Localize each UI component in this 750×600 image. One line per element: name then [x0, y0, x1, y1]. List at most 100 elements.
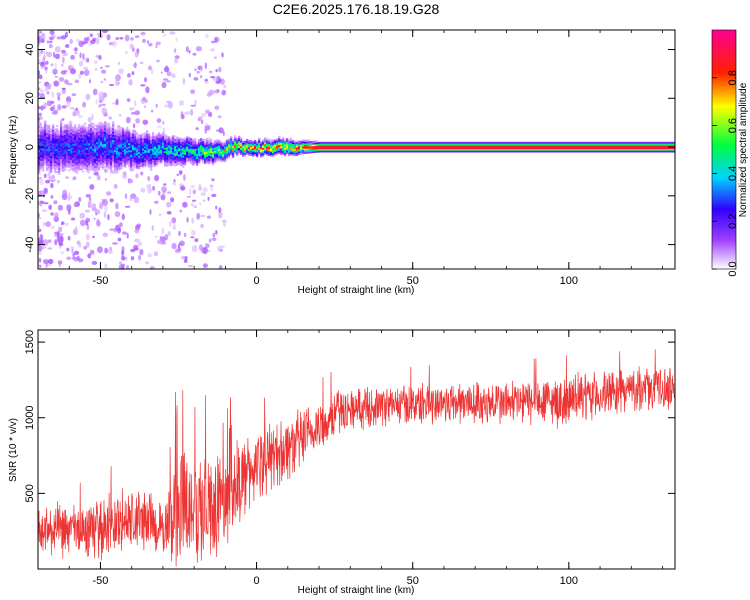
spectrogram-ridge-cell [300, 147, 303, 150]
spectrogram-noise-cell [204, 62, 208, 70]
spectrogram-ridge-cell [78, 139, 81, 142]
spectrogram-noise-cell [69, 38, 73, 45]
spectrogram-noise-cell [118, 113, 122, 117]
spectrogram-ridge-cell [134, 135, 137, 138]
spectrogram-noise-cell [101, 198, 108, 202]
spectrogram-ridge-cell [126, 157, 129, 160]
spectrogram-ridge-cell [302, 144, 305, 147]
spectrogram-ridge-cell [114, 136, 117, 139]
spectrogram-ridge-cell [528, 145, 531, 148]
spectrogram-ridge-cell [96, 143, 99, 146]
spectrogram-ridge-cell [396, 146, 399, 150]
spectrogram-ridge-cell [72, 152, 75, 155]
spectrogram-ridge-cell [222, 150, 225, 154]
spectrogram-ridge-cell [540, 150, 543, 153]
spectrogram-ridge-cell [70, 164, 73, 167]
spectrogram-noise-cell [54, 46, 61, 53]
spectrogram-noise-cell [196, 70, 200, 74]
spectrogram-ridge-cell [240, 139, 243, 142]
spectrogram-ridge-cell [54, 160, 57, 164]
spectrogram-ridge-cell [664, 141, 667, 144]
spectrogram-ridge-cell [56, 148, 59, 151]
spectrogram-ridge-cell [122, 134, 125, 137]
spectrogram-ridge-cell [580, 143, 583, 146]
spectrogram-ridge-cell [658, 146, 661, 150]
spectrogram-ridge-cell [252, 144, 255, 147]
spectrogram-ridge-cell [172, 135, 175, 138]
spectrogram-ridge-cell [414, 143, 417, 146]
spectrogram-ridge-cell [516, 143, 519, 146]
spectrogram-ridge-cell [40, 160, 43, 163]
spectrogram-ridge-cell [606, 143, 609, 146]
spectrogram-ridge-cell [402, 143, 405, 146]
spectrogram-noise-cell [188, 73, 191, 78]
spectrogram-ridge-cell [442, 146, 445, 150]
spectrogram-ridge-cell [110, 152, 113, 155]
spectrogram-ridge-cell [602, 143, 605, 146]
spectrogram-ridge-cell [86, 164, 89, 167]
spectrogram-ridge-cell [164, 140, 167, 143]
snr-series-line [38, 349, 675, 567]
spectrogram-noise-cell [38, 217, 42, 220]
spectrogram-ridge-cell [234, 147, 237, 150]
spectrogram-ridge-cell [424, 146, 427, 150]
spectrogram-ridge-cell [280, 142, 283, 145]
spectrogram-ridge-cell [94, 157, 97, 160]
spectrogram-ridge-cell [88, 146, 91, 149]
spectrogram-ridge-cell [596, 143, 599, 146]
spectrogram-ridge-cell [82, 162, 85, 165]
spectrogram-ridge-cell [278, 150, 281, 153]
spectrogram-ridge-cell [68, 140, 71, 143]
spectrogram-ridge-cell [542, 146, 545, 150]
spectrogram-ridge-cell [610, 143, 613, 146]
spectrogram-ridge-cell [108, 127, 111, 130]
spectrogram-ridge-cell [292, 152, 295, 155]
spectrogram-ridge-cell [286, 138, 289, 141]
spectrogram-ridge-cell [88, 136, 91, 139]
spectrogram-ridge-cell [40, 138, 43, 141]
spectrogram-ridge-cell [74, 139, 77, 143]
spectrogram-ridge-cell [98, 163, 101, 166]
spectrogram-ridge-cell [44, 136, 47, 139]
spectrogram-ridge-cell [132, 158, 135, 161]
spectrogram-noise-cell [60, 251, 65, 255]
spectrogram-ridge-cell [122, 165, 125, 168]
spectrogram-ridge-cell [384, 150, 387, 153]
spectrogram-noise-cell [167, 231, 171, 236]
spectrogram-noise-cell [56, 230, 61, 238]
snr-x-tick-label: 100 [560, 575, 578, 587]
spectrogram-ridge-cell [536, 143, 539, 146]
spectrogram-ridge-cell [440, 146, 443, 150]
spectrogram-ridge-cell [490, 145, 493, 148]
spectrogram-ridge-cell [232, 155, 235, 159]
spectrogram-ridge-cell [512, 146, 515, 150]
spectrogram-noise-cell [93, 217, 96, 220]
spectrogram-ridge-cell [102, 160, 105, 163]
spectrogram-noise-cell [162, 78, 169, 81]
spectrogram-ridge-cell [616, 146, 619, 150]
spectrogram-noise-cell [38, 251, 42, 256]
spectrogram-ridge-cell [130, 138, 133, 141]
spectrogram-ridge-cell [326, 150, 329, 153]
spectrogram-ridge-cell [402, 146, 405, 150]
spectrogram-ridge-cell [128, 146, 131, 149]
spectrogram-ridge-cell [328, 145, 331, 148]
spectrogram-noise-cell [178, 170, 183, 175]
spectrogram-ridge-cell [84, 126, 87, 129]
spectrogram-ridge-cell [88, 144, 91, 147]
spectrogram-ridge-cell [240, 140, 243, 143]
spectrogram-ridge-cell [136, 136, 139, 139]
spectrogram-ridge-cell [98, 125, 101, 128]
spectrogram-ridge-cell [514, 143, 517, 146]
spectrogram-noise-cell [166, 211, 172, 215]
spectrogram-ridge-cell [338, 150, 341, 153]
spectrogram-ridge-cell [204, 161, 207, 164]
spectrogram-ridge-cell [286, 152, 289, 155]
spectrogram-ridge-cell [288, 140, 291, 143]
spectrogram-noise-cell [135, 173, 139, 179]
spectrogram-ridge-cell [138, 162, 141, 165]
spectrogram-ridge-cell [382, 150, 385, 153]
spectrogram-ridge-cell [160, 134, 163, 137]
spectrogram-ridge-cell [374, 145, 377, 148]
spectrogram-noise-cell [54, 62, 57, 69]
